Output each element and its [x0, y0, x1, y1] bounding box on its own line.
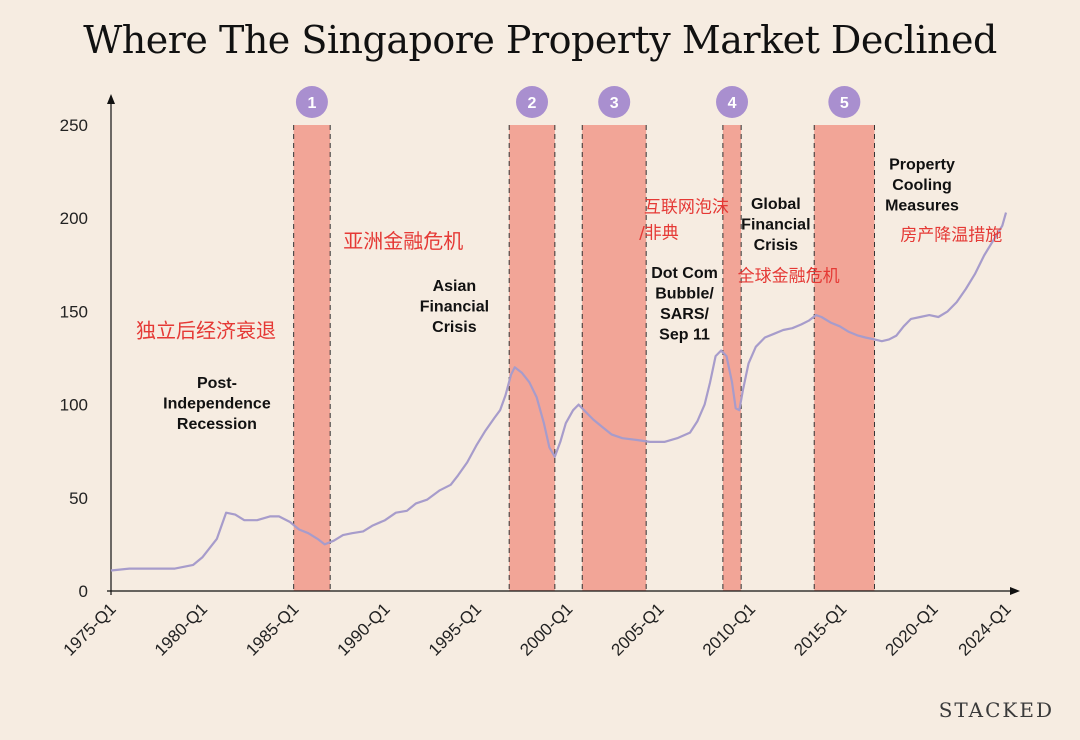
y-tick-label: 250	[60, 116, 88, 135]
y-tick-label: 200	[60, 209, 88, 228]
band-badge-2	[516, 86, 549, 118]
annotation-english: Recession	[177, 416, 257, 433]
band-badge-1	[295, 86, 328, 118]
band-badge-5	[828, 86, 861, 118]
annotation-english: Bubble/	[655, 285, 714, 302]
x-axis-arrow	[1010, 587, 1020, 595]
x-tick-label: 2010-Q1	[699, 599, 759, 659]
annotation-english: Crisis	[754, 237, 799, 254]
annotation-english: Cooling	[892, 177, 952, 194]
annotation-chinese: /非典	[639, 224, 679, 244]
annotation-english: SARS/	[660, 306, 709, 323]
y-tick-label: 150	[60, 302, 88, 321]
band-badge-label-3: 3	[610, 95, 619, 112]
series-line-0	[110, 212, 1008, 572]
annotation-english: Property	[889, 157, 955, 174]
annotation-chinese: 独立后经济衰退	[136, 318, 276, 342]
x-tick-label: 1995-Q1	[425, 599, 485, 659]
y-tick-label: 100	[60, 396, 88, 415]
annotation-english: Independence	[163, 395, 271, 412]
y-tick-label: 50	[69, 489, 88, 508]
x-tick-label: 1980-Q1	[151, 599, 211, 659]
annotation-english: Global	[751, 196, 801, 213]
annotation-chinese: 互联网泡沫	[644, 198, 729, 218]
band-badge-3	[598, 86, 631, 118]
band-badge-label-1: 1	[307, 95, 316, 112]
decline-band-5	[814, 125, 875, 591]
band-badge-label-2: 2	[528, 95, 537, 112]
x-tick-label: 2020-Q1	[882, 599, 942, 659]
x-tick-label: 1985-Q1	[242, 599, 302, 659]
annotation-chinese: 全球金融危机	[738, 267, 840, 287]
annotation-english: Financial	[420, 298, 489, 315]
decline-band-4	[722, 125, 742, 591]
chart-title: Where The Singapore Property Market Decl…	[83, 18, 997, 62]
annotation-english: Post-	[197, 375, 237, 392]
annotation-english: Asian	[433, 278, 477, 295]
annotation-english: Dot Com	[651, 265, 718, 282]
decline-band-2	[509, 125, 555, 591]
annotation-chinese: 房产降温措施	[900, 226, 1002, 246]
decline-band-3	[582, 125, 647, 591]
y-tick-label: 0	[79, 582, 88, 601]
y-axis-arrow	[107, 94, 115, 104]
band-badge-label-5: 5	[840, 95, 849, 112]
band-badge-4	[716, 86, 749, 118]
annotation-english: Measures	[885, 198, 959, 215]
annotation-chinese: 亚洲金融危机	[343, 229, 463, 253]
annotation-english: Sep 11	[659, 326, 710, 343]
annotation-english: Crisis	[432, 319, 477, 336]
band-badge-label-4: 4	[728, 95, 737, 112]
decline-band-1	[293, 125, 331, 591]
brand-logo: STACKED	[938, 698, 1054, 722]
x-tick-label: 2015-Q1	[790, 599, 850, 659]
x-tick-label: 2005-Q1	[608, 599, 668, 659]
x-tick-label: 1990-Q1	[334, 599, 394, 659]
x-tick-label: 2000-Q1	[516, 599, 576, 659]
annotation-english: Financial	[741, 216, 810, 233]
x-tick-label: 2024-Q1	[955, 599, 1015, 659]
x-tick-label: 1975-Q1	[60, 599, 120, 659]
